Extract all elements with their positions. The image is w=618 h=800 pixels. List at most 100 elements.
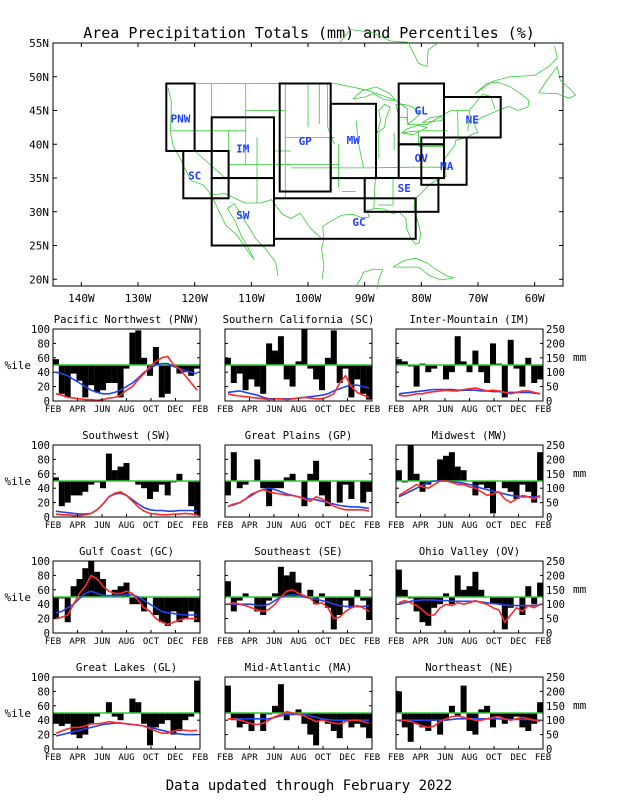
region-label-ne: NE bbox=[466, 113, 479, 126]
y-tick-label-left: 0 bbox=[44, 396, 50, 408]
percentile-bar bbox=[354, 365, 361, 380]
percentile-bar bbox=[490, 481, 496, 514]
y-axis-label-right: mm bbox=[573, 351, 587, 364]
panel-1: Southern California (SC) FEB APR JUN AUG OCT D… bbox=[217, 314, 380, 415]
x-tick-label: DEC bbox=[167, 637, 183, 647]
percentile-bar bbox=[158, 713, 165, 724]
great-lake-outline bbox=[395, 104, 421, 125]
map-y-tick-label: 35N bbox=[29, 172, 49, 185]
percentile-bar bbox=[525, 713, 532, 731]
y-tick-label-right: 0 bbox=[546, 628, 552, 640]
x-tick-label: FEB bbox=[192, 637, 208, 647]
percentile-bar bbox=[307, 473, 314, 481]
percentile-bar bbox=[301, 329, 308, 365]
percentile-bar bbox=[272, 481, 278, 489]
y-axis-label-left: %ile bbox=[5, 707, 32, 720]
percentile-bar bbox=[413, 597, 420, 612]
percentile-bar bbox=[513, 481, 520, 499]
percentile-bar bbox=[64, 713, 71, 724]
x-tick-label: DEC bbox=[339, 405, 355, 415]
percentile-bar bbox=[266, 343, 273, 365]
percentile-bar bbox=[348, 481, 355, 499]
map-x-tick-label: 100W bbox=[295, 292, 322, 305]
y-tick-label-right: 50 bbox=[546, 498, 559, 510]
x-tick-label: JUN bbox=[437, 753, 453, 763]
percentile-bar bbox=[531, 597, 538, 605]
x-tick-label: FEB bbox=[364, 637, 380, 647]
percentile-bar bbox=[188, 365, 195, 376]
panel-title: Ohio Valley (OV) bbox=[419, 546, 520, 558]
y-tick-label-right: 0 bbox=[546, 512, 552, 524]
percentile-bar bbox=[70, 481, 77, 496]
percentile-bar bbox=[354, 713, 361, 724]
percentile-bar bbox=[395, 470, 402, 481]
panel-3: Southwest (SW) 100 80 60 40 20 0 %ile FEB APR JUN A… bbox=[5, 430, 209, 531]
percentile-bar bbox=[443, 713, 449, 721]
panel-5: Midwest (MW) 250 200 150 100 50 0 mm FEB APR JUN AU… bbox=[388, 430, 587, 531]
x-tick-label: DEC bbox=[339, 753, 355, 763]
percentile-bar bbox=[82, 713, 89, 735]
x-tick-label: APR bbox=[241, 405, 258, 415]
x-tick-label: APR bbox=[241, 637, 258, 647]
y-tick-label-right: 250 bbox=[546, 672, 565, 684]
percentile-bar bbox=[117, 713, 124, 721]
percentile-bar bbox=[443, 455, 449, 481]
percentile-bar bbox=[158, 597, 165, 623]
x-tick-label: JUN bbox=[437, 405, 453, 415]
x-tick-label: AUG bbox=[290, 753, 306, 763]
percentile-bar bbox=[472, 350, 479, 365]
percentile-bar bbox=[342, 365, 349, 369]
percentile-bar bbox=[366, 597, 373, 620]
percentile-bar bbox=[100, 579, 106, 597]
percentile-bar bbox=[135, 330, 142, 365]
percentile-bar bbox=[70, 713, 77, 735]
y-tick-label-right: 50 bbox=[546, 730, 559, 742]
percentile-bar bbox=[460, 361, 467, 365]
percentile-bar bbox=[141, 713, 148, 724]
map-axes: 55N 50N 45N 40N 35N 30N 25N 20N 140W 130W 120W 110W… bbox=[29, 37, 563, 305]
percentile-bar bbox=[289, 473, 296, 481]
percentile-bar bbox=[242, 593, 249, 597]
percentile-bar bbox=[324, 481, 331, 507]
panel-2: Inter-Mountain (IM) 250 200 150 100 50 0 mm FEB A… bbox=[388, 314, 587, 415]
y-tick-label-left: 40 bbox=[37, 715, 50, 727]
percentile-bar bbox=[64, 365, 71, 398]
x-tick-label: FEB bbox=[388, 405, 404, 415]
percentile-bar bbox=[342, 713, 349, 721]
percentile-bar bbox=[537, 452, 544, 481]
total-line bbox=[398, 715, 541, 729]
x-tick-label: APR bbox=[241, 753, 258, 763]
percentile-bar bbox=[52, 359, 59, 365]
percentile-bar bbox=[272, 705, 278, 713]
percentile-bar bbox=[70, 365, 77, 374]
percentile-bar bbox=[307, 713, 314, 735]
percentile-bar bbox=[519, 365, 526, 387]
map-y-tick-label: 40N bbox=[29, 138, 49, 151]
x-tick-label: JUN bbox=[94, 753, 110, 763]
x-tick-label: OCT bbox=[143, 405, 160, 415]
percentile-bar bbox=[64, 481, 71, 503]
y-tick-label-left: 100 bbox=[31, 672, 50, 684]
percentile-bar bbox=[188, 713, 195, 717]
region-label-mw: MW bbox=[347, 134, 361, 147]
y-tick-label-right: 250 bbox=[546, 324, 565, 336]
percentile-bar bbox=[490, 343, 496, 365]
panel-0: Pacific Northwest (PNW) 100 80 60 40 20 0 %ile F… bbox=[5, 314, 209, 415]
x-tick-label: APR bbox=[412, 637, 429, 647]
percentile-bar bbox=[313, 365, 320, 380]
panel-title: Southern California (SC) bbox=[223, 314, 375, 326]
x-tick-label: AUG bbox=[290, 521, 306, 531]
percentile-bar bbox=[360, 481, 367, 503]
atlantic-gulf-coastline bbox=[321, 46, 558, 280]
percentile-bar bbox=[413, 713, 420, 724]
x-tick-label: OCT bbox=[486, 637, 503, 647]
percentile-bar bbox=[507, 481, 514, 492]
x-tick-label: DEC bbox=[339, 521, 355, 531]
total-line bbox=[55, 490, 198, 517]
percentile-bar bbox=[301, 481, 308, 507]
y-tick-label-right: 150 bbox=[546, 701, 565, 713]
state-boundary bbox=[457, 110, 459, 138]
percentile-bar bbox=[490, 597, 496, 605]
percentile-bar bbox=[289, 571, 296, 597]
